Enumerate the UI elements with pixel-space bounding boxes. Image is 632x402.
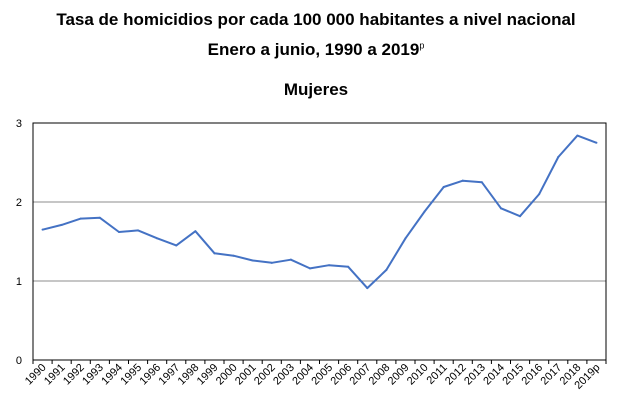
data-points [41,134,598,290]
data-point [519,215,522,218]
data-point [232,254,235,257]
data-point [328,264,331,267]
data-point [60,223,63,226]
data-point [79,217,82,220]
data-point [213,252,216,255]
chart-title: Tasa de homicidios por cada 100 000 habi… [56,10,576,29]
data-point [194,230,197,233]
y-tick-label: 3 [16,118,22,130]
data-point [366,287,369,290]
data-point [595,141,598,144]
data-point [137,229,140,232]
x-tick-label: 2000 [214,362,240,388]
x-tick-label: 2006 [328,362,354,388]
x-tick-label: 1997 [157,362,183,388]
x-tick-label: 2004 [290,362,316,388]
y-tick-label: 2 [16,197,22,209]
x-tick-label: 2009 [386,362,412,388]
data-point [499,207,502,210]
x-tick-label: 2005 [309,362,335,388]
x-tick-label: 2015 [500,362,526,388]
x-tick-label: 1999 [195,362,221,388]
x-tick-label: 1998 [176,362,202,388]
gridlines [33,201,606,282]
data-point [251,259,254,262]
x-tick-label: 1994 [99,362,125,388]
chart-period: Enero a junio, 1990 a 2019p [0,40,632,60]
x-tick-label: 2017 [539,362,565,388]
data-point [117,231,120,234]
data-point [576,134,579,137]
data-point [308,267,311,270]
data-point [442,185,445,188]
data-point [480,181,483,184]
data-point [461,179,464,182]
x-tick-label: 2007 [348,362,374,388]
chart-period-text: Enero a junio, 1990 a 2019 [207,40,420,59]
chart-subtitle: Mujeres [283,80,349,99]
data-point [156,237,159,240]
data-point [289,258,292,261]
x-tick-label: 1991 [42,362,68,388]
x-axis-ticks: 1990199119921993199419951996199719981999… [23,360,607,392]
x-tick-label: 2003 [271,362,297,388]
data-point [538,193,541,196]
data-point [41,228,44,231]
x-tick-label: 2010 [405,362,431,388]
data-point [347,265,350,268]
data-point [423,210,426,213]
x-tick-label: 1992 [61,362,87,388]
data-point [385,268,388,271]
data-point [557,155,560,158]
preliminary-superscript: p [419,40,425,51]
x-tick-label: 1990 [23,362,49,388]
x-tick-label: 1995 [118,362,144,388]
y-axis-ticks: 0 1 2 3 [16,118,22,367]
x-tick-label: 2001 [233,362,259,388]
data-point [404,237,407,240]
data-point [98,216,101,219]
x-tick-label: 2012 [443,362,469,388]
y-tick-label: 1 [16,276,22,288]
x-tick-label: 2013 [462,362,488,388]
y-tick-label: 0 [16,355,22,367]
x-tick-label: 2002 [252,362,278,388]
x-tick-label: 2016 [519,362,545,388]
x-tick-label: 2008 [367,362,393,388]
plot-area [32,122,607,361]
data-point [270,261,273,264]
x-tick-label: 1996 [137,362,163,388]
x-tick-label: 2014 [481,362,507,388]
x-tick-label: 1993 [80,362,106,388]
data-point [175,244,178,247]
series-line [42,134,597,290]
